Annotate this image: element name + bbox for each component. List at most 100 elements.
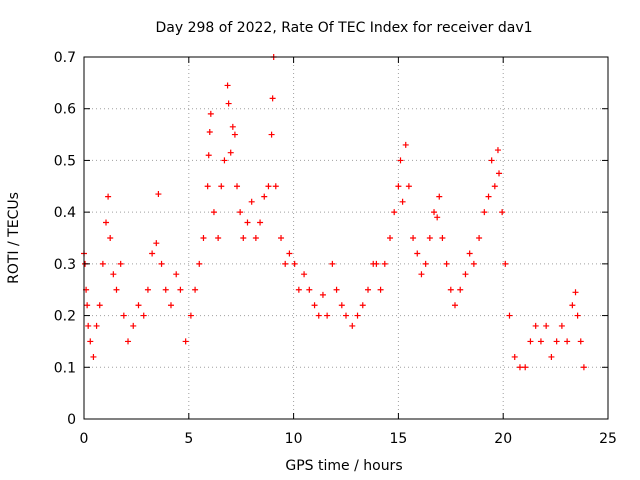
data-point (93, 322, 100, 329)
x-tick-label: 15 (389, 431, 407, 447)
y-tick-label: 0.5 (54, 153, 76, 169)
data-point (405, 183, 412, 190)
data-point (399, 198, 406, 205)
data-point (476, 235, 483, 241)
data-point (359, 302, 366, 309)
data-point (532, 322, 539, 329)
data-point (125, 338, 132, 345)
data-point (269, 95, 276, 102)
data-point (373, 260, 380, 267)
data-point (311, 302, 318, 309)
data-point (436, 193, 443, 200)
data-point (105, 193, 112, 200)
data-point (434, 214, 441, 221)
data-point (240, 235, 247, 241)
data-point (488, 157, 495, 164)
data-point (572, 289, 579, 296)
data-point (261, 193, 268, 200)
data-point (120, 312, 127, 319)
x-tick-label: 5 (184, 431, 193, 447)
x-tick-label: 10 (285, 431, 303, 447)
data-point (268, 131, 275, 138)
data-point (291, 260, 298, 267)
data-point (278, 235, 285, 241)
data-point (502, 260, 509, 267)
data-point (391, 209, 398, 216)
data-point (206, 128, 213, 135)
data-point (462, 271, 469, 278)
data-point (491, 183, 498, 190)
data-point (354, 312, 361, 319)
data-point (377, 286, 384, 293)
data-point (192, 286, 199, 293)
data-point (522, 364, 529, 371)
data-point (204, 183, 211, 190)
x-tick-label: 25 (599, 431, 617, 447)
data-point (207, 110, 214, 117)
data-point (130, 322, 137, 329)
data-point (580, 364, 587, 371)
data-point (439, 235, 446, 241)
data-point (295, 286, 302, 293)
data-point (87, 338, 94, 345)
data-point (537, 338, 544, 345)
data-point (516, 364, 523, 371)
data-point (381, 260, 388, 267)
data-point (205, 152, 212, 159)
data-point (553, 338, 560, 345)
data-point (231, 131, 238, 138)
data-point (569, 302, 576, 309)
data-point (237, 209, 244, 216)
x-tick-label: 20 (494, 431, 512, 447)
data-point (431, 209, 438, 216)
data-point (218, 183, 225, 190)
data-point (173, 271, 180, 278)
y-tick-label: 0.1 (54, 360, 76, 376)
data-point (227, 149, 234, 156)
data-point (110, 271, 117, 278)
data-point (215, 235, 222, 241)
data-point (265, 183, 272, 190)
data-point (499, 209, 506, 216)
data-point (457, 286, 464, 293)
data-point (210, 209, 217, 216)
data-point (343, 312, 349, 319)
data-point (496, 170, 503, 177)
data-point (117, 260, 124, 267)
data-point (470, 260, 477, 267)
data-point (248, 198, 255, 205)
data-point (224, 82, 231, 89)
data-point (90, 353, 97, 360)
data-point (527, 338, 534, 345)
data-point (200, 235, 207, 241)
plot-frame (83, 56, 609, 420)
data-point (324, 312, 331, 319)
data-point (149, 250, 156, 257)
data-point (511, 353, 518, 360)
y-tick-label: 0 (67, 412, 76, 428)
data-point (414, 250, 421, 257)
data-point (135, 302, 142, 309)
data-point (153, 240, 160, 247)
data-point (196, 260, 203, 267)
data-point (395, 183, 402, 190)
data-point (558, 322, 565, 329)
data-point (574, 312, 581, 319)
y-tick-label: 0.2 (54, 309, 76, 325)
data-point (244, 219, 251, 226)
data-point (506, 312, 513, 319)
data-point (422, 260, 429, 267)
data-point (410, 235, 417, 241)
data-point (329, 260, 336, 267)
data-point (543, 322, 550, 329)
data-point (252, 235, 259, 241)
data-point (286, 250, 293, 257)
data-point (99, 260, 106, 267)
data-point (140, 312, 147, 319)
data-point (426, 235, 433, 241)
data-point (84, 302, 91, 309)
data-point (225, 100, 232, 107)
data-point (397, 157, 404, 164)
data-point (315, 312, 322, 319)
